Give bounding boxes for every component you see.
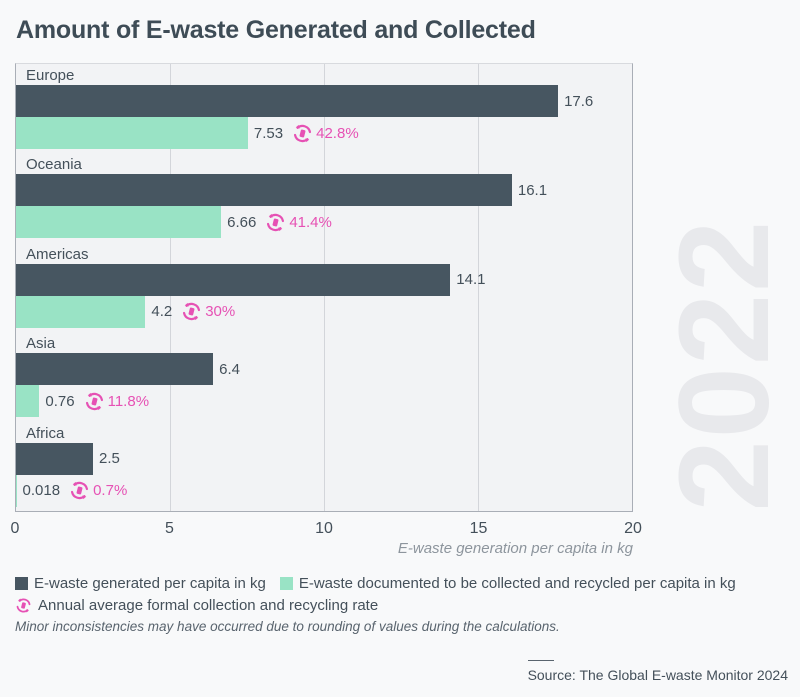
legend-item-rate: Annual average formal collection and rec…	[15, 597, 378, 614]
collected-value: 6.66	[227, 213, 257, 231]
source-text: Source: The Global E-waste Monitor 2024	[527, 667, 788, 683]
legend-item-generated: E-waste generated per capita in kg	[15, 575, 266, 592]
recycling-rate-value: 11.8%	[107, 392, 150, 410]
footnote: Minor inconsistencies may have occurred …	[15, 619, 560, 634]
generated-swatch	[15, 576, 28, 590]
collected-value: 0.018	[22, 482, 61, 500]
recycling-rate-icon	[85, 392, 103, 410]
recycling-rate-value: 41.4%	[289, 213, 332, 231]
source-divider	[527, 660, 554, 661]
region-group-oceania: Oceania 16.1 6.66 41.4%	[16, 153, 632, 242]
legend-label: E-waste documented to be collected and r…	[298, 574, 736, 592]
region-group-africa: Africa 2.5 0.018 0.7%	[16, 422, 632, 511]
generated-bar	[16, 353, 214, 386]
recycling-rate-icon	[183, 303, 201, 321]
collected-bar	[16, 474, 17, 507]
collected-bar-row: 6.66 41.4%	[16, 206, 632, 239]
page-title: Amount of E-waste Generated and Collecte…	[16, 16, 536, 44]
collected-bar	[16, 206, 222, 239]
region-label: Africa	[26, 424, 65, 442]
x-tick-15: 15	[469, 520, 488, 537]
legend-row: E-waste generated per capita in kg E-was…	[15, 572, 750, 594]
generated-value: 2.5	[99, 450, 120, 468]
generated-bar-row: 6.4	[16, 353, 632, 386]
recycling-rate-value: 0.7%	[93, 482, 128, 500]
recycling-rate-icon	[69, 480, 90, 501]
collected-value: 0.76	[45, 392, 75, 410]
generated-bar-row: 2.5	[16, 442, 632, 475]
collected-bar	[16, 117, 248, 149]
region-group-americas: Americas 14.1 4.2 30%	[16, 243, 632, 332]
collected-bar	[16, 385, 40, 418]
x-axis-ticks: 0 5 10 15 20	[11, 520, 642, 540]
collected-bar-row: 7.53 42.8%	[16, 117, 632, 149]
recycling-rate-icon	[294, 124, 312, 142]
x-tick-0: 0	[10, 520, 20, 537]
recycling-rate-icon	[267, 213, 285, 231]
recycling-rate-value: 42.8%	[316, 124, 359, 142]
generated-value: 16.1	[517, 181, 548, 199]
legend-label: E-waste generated per capita in kg	[34, 574, 266, 592]
gridline-x-15	[478, 64, 479, 511]
recycling-rate-icon	[71, 482, 89, 500]
legend-row: Annual average formal collection and rec…	[15, 594, 750, 616]
generated-bar-row: 16.1	[16, 174, 632, 207]
collected-bar-row: 0.76 11.8%	[16, 385, 632, 418]
collected-value: 7.53	[253, 124, 284, 142]
region-label: Europe	[26, 67, 75, 84]
recycling-rate-icon	[181, 301, 202, 322]
x-tick-10: 10	[315, 520, 333, 537]
x-tick-20: 20	[624, 520, 642, 537]
region-group-europe: Europe 17.6 7.53 42.8%	[16, 64, 632, 153]
collected-bar	[16, 295, 146, 328]
generated-bar-row: 14.1	[16, 263, 632, 296]
source-block: Source: The Global E-waste Monitor 2024	[527, 660, 788, 683]
collected-bar-row: 0.018 0.7%	[16, 474, 632, 507]
x-axis-label: E-waste generation per capita in kg	[397, 540, 633, 557]
plot-area: Europe 17.6 7.53 42.8% Oceania 16.1 6.66 41.4% A…	[15, 63, 633, 512]
recycling-rate-icon	[84, 391, 105, 412]
collected-value: 4.2	[151, 303, 173, 321]
legend-item-collected: E-waste documented to be collected and r…	[279, 574, 736, 592]
collected-swatch	[279, 576, 293, 590]
region-label: Asia	[26, 335, 56, 353]
year-watermark: 2022	[653, 218, 796, 512]
generated-bar	[16, 174, 512, 207]
region-group-asia: Asia 6.4 0.76 11.8%	[16, 332, 632, 421]
region-label: Oceania	[26, 156, 82, 174]
recycling-rate-icon	[16, 598, 31, 612]
legend: E-waste generated per capita in kg E-was…	[15, 572, 750, 616]
collected-bar-row: 4.2 30%	[16, 295, 632, 328]
generated-bar	[16, 85, 559, 117]
x-tick-5: 5	[165, 520, 174, 537]
generated-value: 6.4	[219, 360, 240, 378]
recycling-rate-icon	[292, 123, 313, 144]
generated-value: 14.1	[456, 271, 486, 289]
region-label: Americas	[26, 245, 89, 263]
recycling-rate-icon	[265, 212, 286, 233]
generated-bar	[16, 442, 93, 475]
generated-bar-row: 17.6	[16, 85, 632, 117]
recycling-rate-value: 30%	[205, 303, 236, 321]
generated-value: 17.6	[564, 92, 594, 110]
recycling-rate-icon	[15, 597, 32, 614]
generated-bar	[16, 263, 451, 296]
legend-label: Annual average formal collection and rec…	[38, 596, 379, 614]
